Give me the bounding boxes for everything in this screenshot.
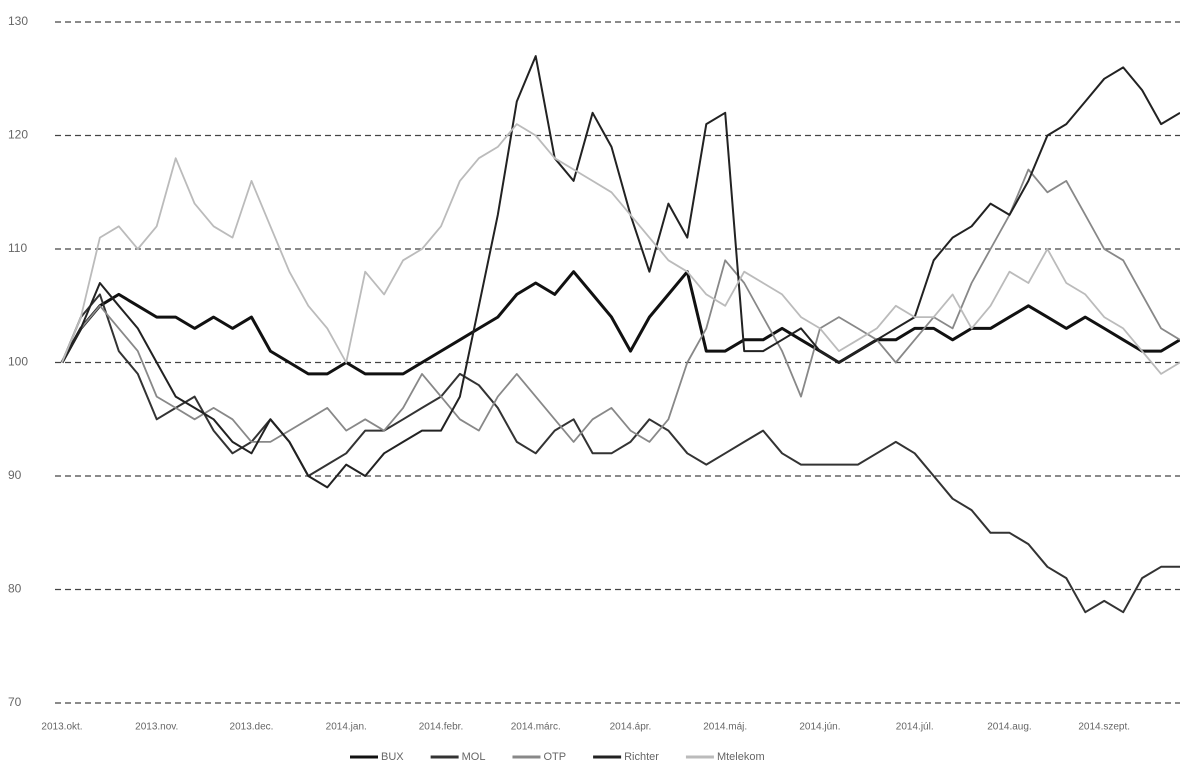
series-line: [61, 123, 1180, 375]
y-tick-label: 120: [8, 128, 28, 142]
y-tick-label: 110: [8, 241, 27, 255]
y-tick-label: 70: [8, 695, 22, 709]
series-line: [61, 168, 1180, 443]
legend-label: MOL: [462, 751, 486, 763]
legend-label: OTP: [543, 751, 566, 763]
legend-label: BUX: [381, 751, 404, 763]
x-tick-label: 2014.jún.: [799, 722, 840, 733]
x-tick-label: 2014.szept.: [1078, 722, 1130, 733]
y-tick-label: 100: [8, 355, 28, 369]
legend-label: Richter: [624, 751, 659, 763]
x-tick-label: 2014.júl.: [896, 722, 934, 733]
series-line: [60, 270, 1180, 376]
y-tick-label: 130: [8, 14, 28, 28]
y-tick-label: 90: [8, 468, 22, 482]
legend-label: Mtelekom: [717, 751, 765, 763]
x-tick-label: 2014.ápr.: [610, 722, 652, 733]
series-line: [61, 293, 1180, 614]
series-line: [61, 55, 1180, 489]
x-tick-label: 2014.máj.: [703, 722, 747, 733]
x-tick-label: 2014.márc.: [511, 722, 561, 733]
y-tick-label: 80: [8, 582, 22, 596]
x-tick-label: 2013.okt.: [41, 722, 82, 733]
x-tick-label: 2014.jan.: [326, 722, 367, 733]
x-tick-label: 2014.febr.: [419, 722, 463, 733]
x-tick-label: 2014.aug.: [987, 722, 1032, 733]
x-tick-label: 2013.dec.: [230, 722, 274, 733]
x-tick-label: 2013.nov.: [135, 722, 178, 733]
